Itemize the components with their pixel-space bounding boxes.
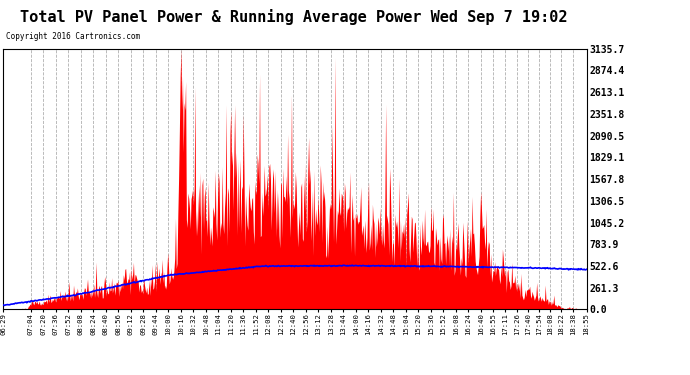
Text: Copyright 2016 Cartronics.com: Copyright 2016 Cartronics.com: [6, 32, 139, 41]
Text: Total PV Panel Power & Running Average Power Wed Sep 7 19:02: Total PV Panel Power & Running Average P…: [19, 9, 567, 26]
Text: Average  (DC Watts): Average (DC Watts): [382, 26, 484, 35]
Text: PV Panels  (DC Watts): PV Panels (DC Watts): [501, 26, 613, 35]
